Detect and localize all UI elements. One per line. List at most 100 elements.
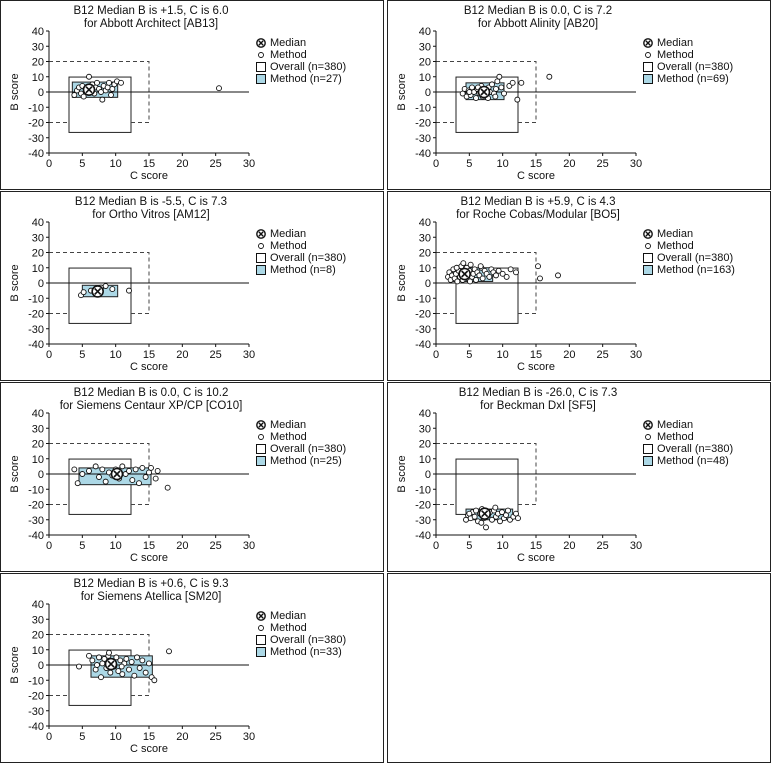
method-point: [118, 663, 125, 670]
method-point: [489, 516, 495, 523]
median-marker: [110, 467, 124, 481]
method-point: [473, 276, 479, 283]
dashed-limit-box: [436, 61, 537, 123]
legend-label: Method: [657, 431, 694, 443]
legend-label: Method: [270, 49, 307, 61]
x-tick-label: 25: [210, 349, 222, 361]
legend-item-median: Median: [643, 37, 733, 49]
method-point: [136, 665, 143, 672]
method-point: [166, 648, 172, 655]
method-point: [146, 660, 152, 667]
legend-item-method: Method: [256, 622, 346, 634]
legend-item-methodbox: Method (n=8): [256, 264, 346, 276]
x-tick-label: 30: [243, 349, 255, 361]
x-tick-label: 15: [143, 349, 155, 361]
method-point: [148, 464, 154, 471]
method-point: [106, 649, 112, 656]
legend-symbol-methodbox: [256, 456, 266, 466]
chart-panel: B12 Median B is -5.5, C is 7.3 for Ortho …: [0, 191, 384, 381]
method-point: [71, 466, 78, 473]
method-point: [513, 269, 519, 276]
y-axis-label: B score: [396, 73, 408, 110]
legend-symbol-overall: [256, 444, 266, 454]
method-point: [106, 79, 112, 86]
y-tick-label: -10: [415, 484, 431, 496]
method-point: [117, 657, 124, 664]
method-point: [501, 90, 507, 97]
legend-item-method: Method: [256, 49, 346, 61]
x-axis-label: C score: [130, 361, 168, 373]
y-axis-label: B score: [9, 73, 21, 110]
legend-label: Method (n=48): [657, 455, 729, 467]
method-point: [89, 657, 96, 664]
legend-symbol-method: [258, 52, 264, 58]
x-tick-label: 30: [243, 540, 255, 552]
x-tick-label: 20: [176, 540, 188, 552]
y-tick-label: 20: [32, 630, 44, 642]
method-point: [555, 272, 561, 279]
y-tick-label: -20: [28, 118, 44, 130]
legend-symbol-methodbox: [643, 456, 653, 466]
method-point: [108, 92, 114, 99]
y-tick-label: -40: [415, 339, 431, 351]
y-tick-label: -40: [28, 721, 44, 733]
chart-title: B12 Median B is +0.6, C is 9.3 for Siemen…: [1, 578, 301, 604]
x-axis-label: C score: [130, 743, 168, 755]
y-tick-label: 30: [419, 423, 431, 435]
method-point: [505, 507, 511, 514]
method-point: [460, 260, 467, 267]
median-marker: [477, 85, 491, 99]
y-tick-label: 10: [32, 454, 44, 466]
legend-label: Method (n=163): [657, 264, 735, 276]
y-tick-label: 20: [32, 57, 44, 69]
chart-title: B12 Median B is +5.9, C is 4.3 for Roche …: [388, 196, 688, 222]
legend-item-methodbox: Method (n=48): [643, 455, 733, 467]
legend-label: Overall (n=380): [657, 443, 734, 455]
x-tick-label: 15: [143, 540, 155, 552]
legend-item-method: Method: [643, 49, 733, 61]
y-tick-label: 40: [419, 408, 431, 420]
method-point: [80, 93, 87, 100]
method-point: [94, 79, 100, 86]
legend-item-method: Method: [256, 240, 346, 252]
legend-label: Median: [657, 228, 694, 240]
method-point: [492, 93, 499, 100]
legend-item-median: Median: [256, 228, 346, 240]
y-tick-label: 0: [425, 278, 431, 290]
legend-symbol-median: [643, 229, 653, 239]
method-point: [123, 655, 130, 662]
method-point: [71, 92, 78, 99]
legend-symbol-method: [645, 434, 651, 440]
method-point: [119, 463, 126, 470]
method-point: [113, 654, 120, 661]
method-point: [80, 289, 87, 296]
legend-label: Method: [270, 240, 307, 252]
method-point: [115, 668, 122, 675]
legend-label: Method: [270, 431, 307, 443]
method-point: [479, 275, 486, 282]
method-point: [109, 286, 116, 293]
y-tick-label: 30: [32, 232, 44, 244]
method-point: [98, 674, 104, 681]
legend-item-overall: Overall (n=380): [643, 252, 735, 264]
legend-label: Median: [270, 37, 307, 49]
legend-item-overall: Overall (n=380): [256, 252, 346, 264]
legend: Median Method Overall (n=380) Method (n=8): [256, 228, 346, 276]
legend-label: Method: [657, 240, 694, 252]
y-tick-label: -20: [415, 309, 431, 321]
method-point: [466, 89, 473, 95]
method-point: [126, 666, 132, 673]
legend: Median Method Overall (n=380) Method (n=48): [643, 419, 733, 467]
y-tick-label: 40: [419, 217, 431, 229]
legend-symbol-overall: [256, 62, 266, 72]
y-tick-label: 40: [419, 26, 431, 38]
legend-symbol-median: [643, 38, 653, 48]
method-point: [471, 513, 478, 520]
chart-title-line2: for Ortho Vitros [AM12]: [92, 209, 210, 221]
x-tick-label: 10: [110, 349, 122, 361]
y-tick-label: 30: [32, 41, 44, 53]
x-tick-label: 15: [530, 158, 542, 170]
method-point: [86, 467, 92, 474]
y-tick-label: -10: [415, 293, 431, 305]
